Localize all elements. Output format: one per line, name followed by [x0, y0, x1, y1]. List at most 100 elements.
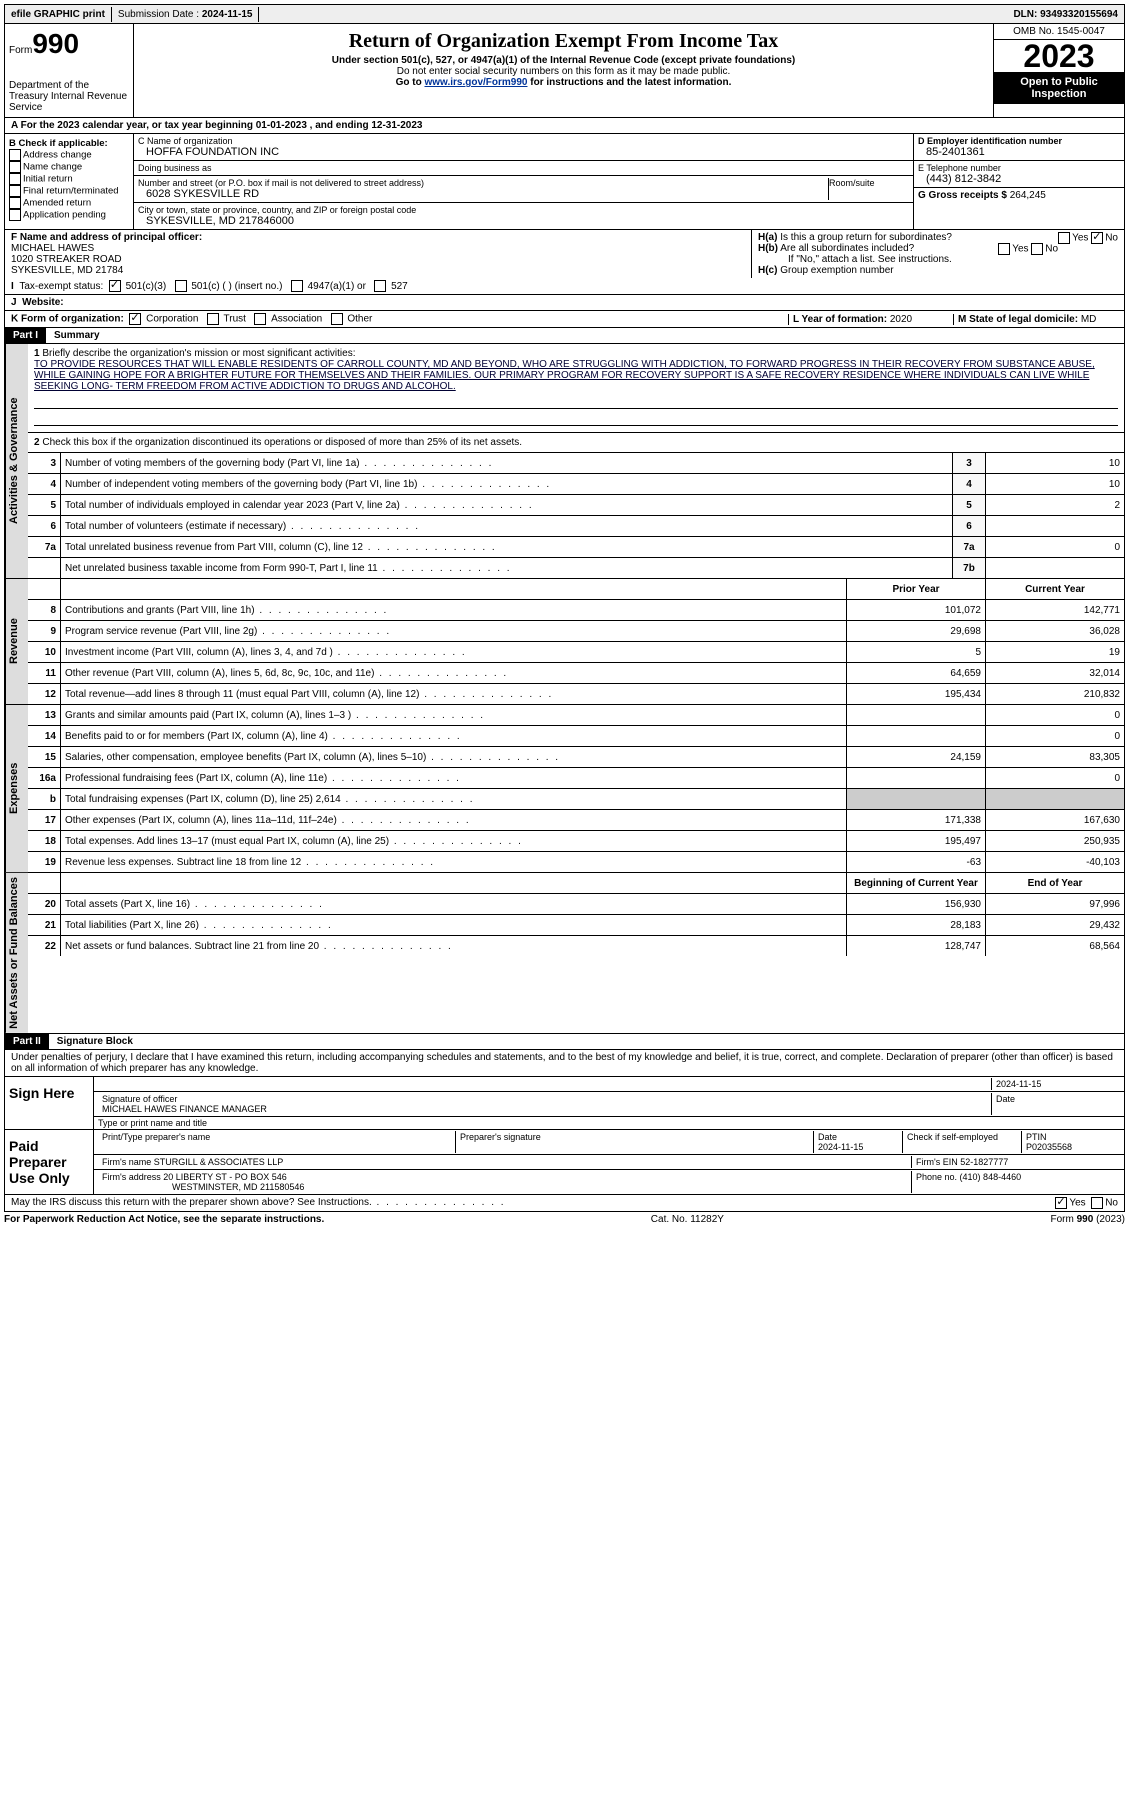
discuss-no[interactable] — [1091, 1197, 1103, 1209]
discuss-yes[interactable] — [1055, 1197, 1067, 1209]
efile-label: efile GRAPHIC print — [5, 7, 112, 22]
part1-revenue: Revenue Prior YearCurrent Year8Contribut… — [4, 579, 1125, 705]
prep-phone: (410) 848-4460 — [960, 1172, 1022, 1182]
form-number-box: Form990 Department of the Treasury Inter… — [5, 24, 134, 117]
ein: 85-2401361 — [918, 146, 1120, 158]
paid-preparer-label: Paid Preparer Use Only — [5, 1130, 94, 1194]
sign-here-label: Sign Here — [5, 1077, 94, 1129]
top-bar: efile GRAPHIC print Submission Date : 20… — [4, 4, 1125, 24]
firm-name: STURGILL & ASSOCIATES LLP — [154, 1157, 284, 1167]
sig-date: 2024-11-15 — [991, 1078, 1120, 1090]
tax-year: 2023 — [994, 40, 1124, 72]
subtitle: Under section 501(c), 527, or 4947(a)(1)… — [138, 55, 989, 66]
tab-expenses: Expenses — [5, 705, 28, 872]
ptin: P02035568 — [1026, 1142, 1072, 1152]
org-name: HOFFA FOUNDATION INC — [138, 146, 909, 158]
row-i-tax-status: I Tax-exempt status: 501(c)(3) 501(c) ( … — [4, 278, 1125, 295]
gross-receipts: 264,245 — [1010, 190, 1046, 201]
pra-notice: For Paperwork Reduction Act Notice, see … — [4, 1214, 324, 1225]
tab-netassets: Net Assets or Fund Balances — [5, 873, 28, 1033]
form-header: Form990 Department of the Treasury Inter… — [4, 24, 1125, 118]
ssn-warning: Do not enter social security numbers on … — [138, 66, 989, 77]
chk-address[interactable] — [9, 149, 21, 161]
open-public: Open to Public Inspection — [994, 72, 1124, 104]
ha-no[interactable] — [1091, 232, 1103, 244]
type-name-label: Type or print name and title — [94, 1117, 1124, 1129]
penalties-text: Under penalties of perjury, I declare th… — [4, 1050, 1125, 1077]
chk-name[interactable] — [9, 161, 21, 173]
year-formation: 2020 — [890, 314, 912, 325]
section-bcd: B Check if applicable: Address change Na… — [4, 134, 1125, 229]
city: SYKESVILLE, MD 217846000 — [138, 215, 909, 227]
mission-block: 1 Briefly describe the organization's mi… — [28, 344, 1124, 433]
dln: DLN: 93493320155694 — [1007, 7, 1124, 22]
exp-table: 13Grants and similar amounts paid (Part … — [28, 705, 1124, 872]
line2: Check this box if the organization disco… — [42, 437, 522, 448]
hb-yes[interactable] — [998, 243, 1010, 255]
mission-text: TO PROVIDE RESOURCES THAT WILL ENABLE RE… — [34, 359, 1095, 392]
goto-link: Go to www.irs.gov/Form990 for instructio… — [138, 77, 989, 88]
net-table: Beginning of Current YearEnd of Year20To… — [28, 873, 1124, 956]
col-b-checkboxes: B Check if applicable: Address change Na… — [5, 134, 134, 229]
room-label: Room/suite — [829, 178, 909, 188]
submission-date: Submission Date : 2024-11-15 — [112, 7, 260, 22]
chk-trust[interactable] — [207, 313, 219, 325]
self-emp: Check if self-employed — [902, 1131, 1021, 1153]
discuss-row: May the IRS discuss this return with the… — [4, 1195, 1125, 1212]
chk-assoc[interactable] — [254, 313, 266, 325]
hc-label: Group exemption number — [780, 265, 893, 276]
prep-name-label: Print/Type preparer's name — [98, 1131, 455, 1153]
dba-label: Doing business as — [138, 163, 909, 173]
form-footer: Form 990 (2023) — [1051, 1214, 1125, 1225]
chk-initial[interactable] — [9, 173, 21, 185]
chk-pending[interactable] — [9, 209, 21, 221]
prep-sig-label: Preparer's signature — [455, 1131, 813, 1153]
row-j-website: J Website: — [4, 295, 1125, 311]
rev-table: Prior YearCurrent Year8Contributions and… — [28, 579, 1124, 704]
gov-table: 3Number of voting members of the governi… — [28, 453, 1124, 578]
org-name-label: C Name of organization — [138, 136, 909, 146]
part1-expenses: Expenses 13Grants and similar amounts pa… — [4, 705, 1125, 873]
part1-governance: Activities & Governance 1 Briefly descri… — [4, 344, 1125, 579]
date-label: Date — [991, 1093, 1120, 1115]
phone: (443) 812-3842 — [918, 173, 1120, 185]
chk-corp[interactable] — [129, 313, 141, 325]
col-d-ein: D Employer identification number 85-2401… — [914, 134, 1124, 229]
signature-block: Sign Here 2024-11-15 Signature of office… — [4, 1077, 1125, 1195]
gross-label: G Gross receipts $ — [918, 190, 1010, 201]
chk-527[interactable] — [374, 280, 386, 292]
firm-ein: 52-1827777 — [960, 1157, 1008, 1167]
hb-note: If "No," attach a list. See instructions… — [758, 254, 1118, 265]
officer-addr1: 1020 STREAKER ROAD — [11, 254, 122, 265]
irs-link[interactable]: www.irs.gov/Form990 — [424, 77, 527, 88]
row-a-taxyear: A For the 2023 calendar year, or tax yea… — [4, 118, 1125, 134]
prep-date: 2024-11-15 — [818, 1142, 863, 1152]
form-title: Return of Organization Exempt From Incom… — [138, 30, 989, 53]
ha-yes[interactable] — [1058, 232, 1070, 244]
chk-501c[interactable] — [175, 280, 187, 292]
officer-addr2: SYKESVILLE, MD 21784 — [11, 265, 123, 276]
officer-label: F Name and address of principal officer: — [11, 232, 202, 243]
street: 6028 SYKESVILLE RD — [138, 188, 828, 200]
firm-city: WESTMINSTER, MD 211580546 — [102, 1182, 304, 1192]
state-domicile: MD — [1081, 314, 1097, 325]
row-fh: F Name and address of principal officer:… — [4, 229, 1125, 278]
title-box: Return of Organization Exempt From Incom… — [134, 24, 993, 117]
row-klm: K Form of organization: Corporation Trus… — [4, 311, 1125, 328]
officer-sig: MICHAEL HAWES FINANCE MANAGER — [102, 1104, 267, 1114]
part1-header: Part I Summary — [4, 328, 1125, 344]
chk-amended[interactable] — [9, 197, 21, 209]
chk-501c3[interactable] — [109, 280, 121, 292]
dept-label: Department of the Treasury Internal Reve… — [9, 80, 129, 113]
ein-label: D Employer identification number — [918, 136, 1062, 146]
chk-final[interactable] — [9, 185, 21, 197]
hb-label: Are all subordinates included? — [780, 243, 914, 254]
tab-revenue: Revenue — [5, 579, 28, 704]
part1-netassets: Net Assets or Fund Balances Beginning of… — [4, 873, 1125, 1034]
hb-no[interactable] — [1031, 243, 1043, 255]
year-box: OMB No. 1545-0047 2023 Open to Public In… — [993, 24, 1124, 117]
chk-4947[interactable] — [291, 280, 303, 292]
street-label: Number and street (or P.O. box if mail i… — [138, 178, 828, 188]
footer: For Paperwork Reduction Act Notice, see … — [4, 1212, 1125, 1227]
chk-other[interactable] — [331, 313, 343, 325]
